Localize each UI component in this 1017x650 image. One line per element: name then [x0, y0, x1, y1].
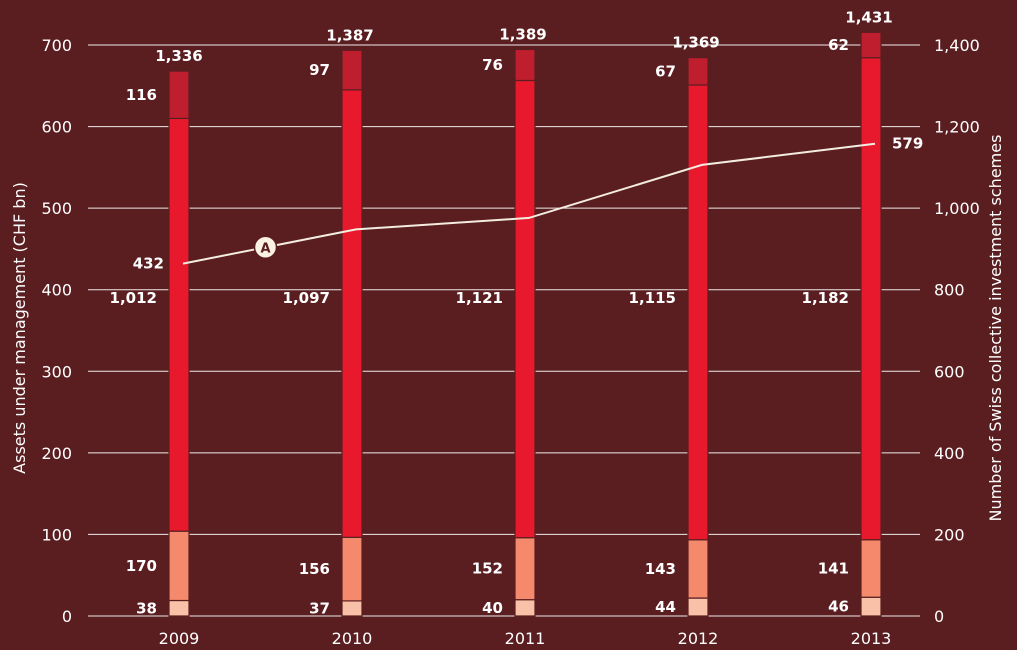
y-right-tick-label: 0 — [934, 607, 944, 626]
x-tick-label: 2013 — [851, 629, 892, 648]
bar-segment — [860, 539, 882, 598]
x-tick-label: 2010 — [332, 629, 373, 648]
y-right-tick-label: 600 — [934, 362, 965, 381]
bar-segment — [168, 530, 190, 602]
bar-segment — [341, 536, 363, 602]
bar-segment — [687, 84, 709, 541]
y-left-tick-label: 100 — [41, 525, 72, 544]
segment-label: 1,182 — [802, 289, 849, 307]
y-right-tick-label: 1,400 — [934, 36, 980, 55]
segment-label: 143 — [645, 560, 676, 578]
y-right-tick-label: 200 — [934, 525, 965, 544]
segment-label: 38 — [136, 599, 157, 617]
bar-segment — [687, 57, 709, 86]
bar-segment — [341, 49, 363, 91]
y-left-tick-label: 300 — [41, 362, 72, 381]
segment-label: 97 — [309, 61, 330, 79]
line-marker: A — [253, 235, 278, 260]
bar-segment — [514, 599, 536, 617]
bar-segment — [168, 117, 190, 532]
segment-label: 1,012 — [110, 289, 157, 307]
y-left-tick-label: 500 — [41, 199, 72, 218]
bar-segment — [168, 70, 190, 120]
line-label: 579 — [892, 135, 923, 153]
segment-label: 44 — [655, 598, 676, 616]
bars — [168, 31, 882, 617]
segment-label: 156 — [299, 560, 330, 578]
segment-label: 37 — [309, 599, 330, 617]
x-tick-label: 2012 — [678, 629, 719, 648]
y-right-tick-label: 800 — [934, 281, 965, 300]
bar-segment — [514, 79, 536, 539]
line-series: A — [182, 142, 876, 265]
total-label: 1,336 — [155, 47, 202, 65]
total-label: 1,387 — [326, 26, 373, 44]
y-right-tick-label: 1,200 — [934, 118, 980, 137]
segment-label: 170 — [126, 557, 157, 575]
bar-segment — [687, 539, 709, 599]
line-label: 432 — [133, 255, 164, 273]
segment-label: 141 — [818, 559, 849, 577]
x-tick-label: 2009 — [159, 629, 200, 648]
bar-segment — [514, 48, 536, 82]
y-left-tick-label: 200 — [41, 444, 72, 463]
segment-label: 1,115 — [629, 289, 676, 307]
segment-label: 62 — [828, 36, 849, 54]
y-left-tick-label: 400 — [41, 281, 72, 300]
y-left-tick-label: 600 — [41, 118, 72, 137]
data-labels: 38 170 1,012 116 1,336 37 156 1,097 97 1,387 40 152… — [110, 8, 924, 617]
segment-label: 1,097 — [283, 289, 330, 307]
bar-segment — [514, 537, 536, 601]
y-left-tick-label: 700 — [41, 36, 72, 55]
segment-label: 152 — [472, 560, 503, 578]
bar-segment — [168, 599, 190, 617]
segment-label: 1,121 — [456, 289, 503, 307]
axes: 0 100 200 300 400 500 600 700 0 200 400 600 800 1,000… — [41, 36, 979, 648]
bar-segment — [341, 600, 363, 617]
segment-label: 46 — [828, 598, 849, 616]
y-left-tick-label: 0 — [62, 607, 72, 626]
segment-label: 116 — [126, 86, 157, 104]
bar-segment — [341, 89, 363, 538]
bar-segment — [860, 57, 882, 541]
y-right-axis-title: Number of Swiss collective investment sc… — [986, 135, 1005, 522]
y-left-axis-title: Assets under management (CHF bn) — [10, 182, 29, 474]
total-label: 1,369 — [672, 34, 719, 52]
total-label: 1,431 — [845, 8, 892, 26]
line-marker-label: A — [260, 241, 270, 256]
line-path — [182, 142, 876, 265]
bar-segment — [687, 597, 709, 617]
segment-label: 67 — [655, 62, 676, 80]
bar-segment — [860, 31, 882, 59]
y-right-tick-label: 1,000 — [934, 199, 980, 218]
x-tick-label: 2011 — [505, 629, 546, 648]
segment-label: 76 — [482, 56, 503, 74]
segment-label: 40 — [482, 599, 503, 617]
total-label: 1,389 — [499, 25, 546, 43]
gridlines — [88, 44, 920, 617]
bar-segment — [860, 596, 882, 617]
line-marker-circle — [253, 235, 278, 260]
y-right-tick-label: 400 — [934, 444, 965, 463]
